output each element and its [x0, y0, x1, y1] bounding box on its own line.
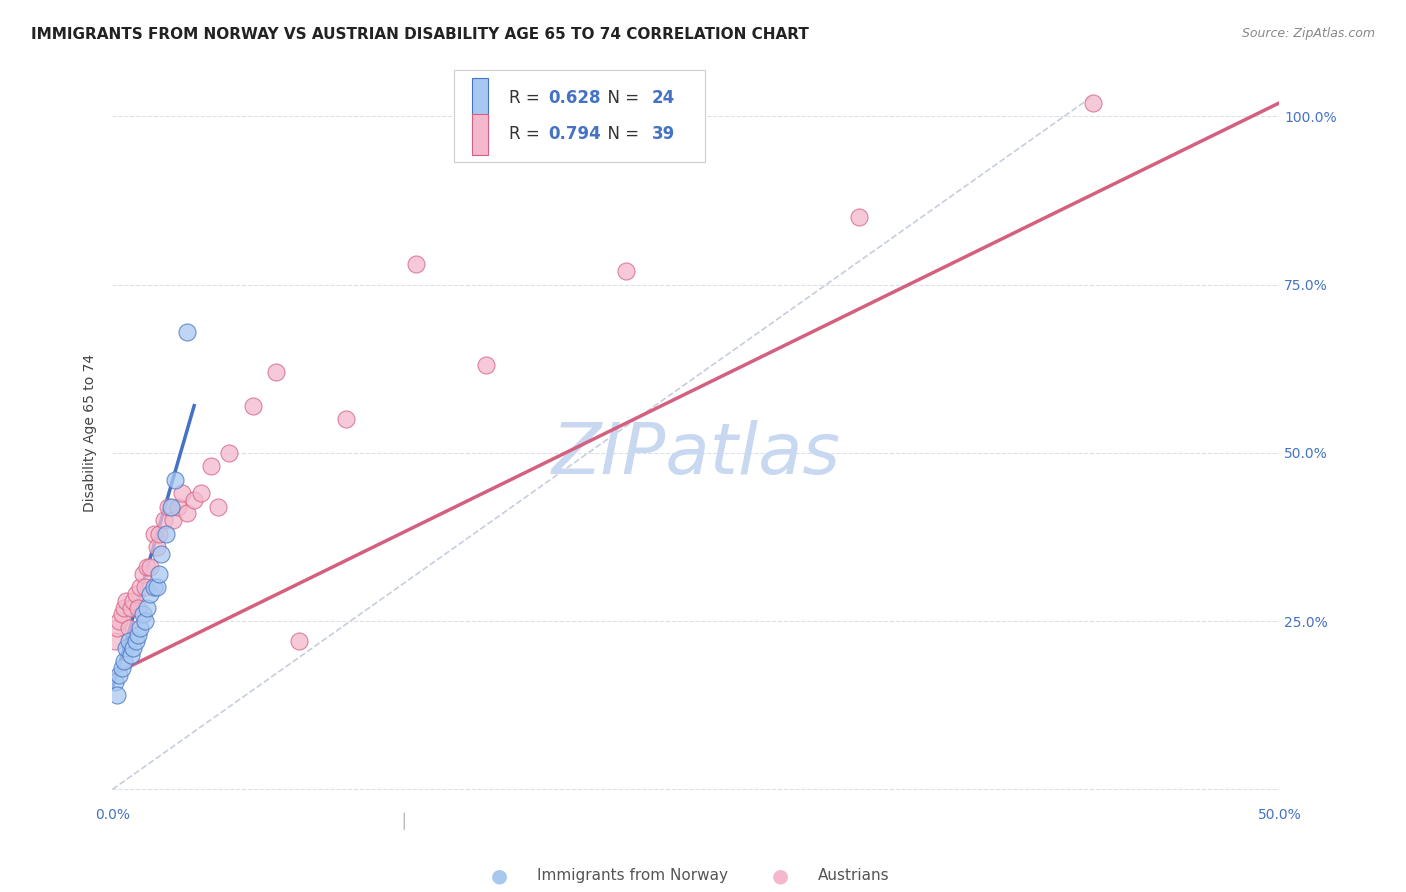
Point	[115, 640, 138, 655]
Point	[129, 621, 152, 635]
Point	[190, 486, 212, 500]
Point	[172, 486, 194, 500]
Point	[108, 614, 131, 628]
Text: Immigrants from Norway: Immigrants from Norway	[537, 869, 728, 883]
Point	[127, 600, 149, 615]
Point	[288, 634, 311, 648]
Text: R =: R =	[509, 89, 546, 107]
Point	[335, 412, 357, 426]
Point	[134, 614, 156, 628]
Text: N =: N =	[596, 125, 644, 144]
Point	[264, 365, 287, 379]
Point	[112, 655, 135, 669]
Point	[132, 607, 155, 622]
Point	[475, 359, 498, 373]
Y-axis label: Disability Age 65 to 74: Disability Age 65 to 74	[83, 353, 97, 512]
Point	[139, 587, 162, 601]
Point	[218, 446, 240, 460]
Text: 39: 39	[651, 125, 675, 144]
Text: 0.628: 0.628	[548, 89, 600, 107]
Point	[143, 581, 166, 595]
Point	[242, 399, 264, 413]
Point	[166, 500, 188, 514]
Point	[162, 513, 184, 527]
Point	[104, 674, 127, 689]
Text: ●: ●	[491, 866, 508, 886]
Text: N =: N =	[596, 89, 644, 107]
Point	[146, 581, 169, 595]
Point	[122, 640, 145, 655]
Point	[157, 500, 180, 514]
FancyBboxPatch shape	[454, 70, 706, 162]
Point	[155, 526, 177, 541]
Text: R =: R =	[509, 125, 546, 144]
Text: Austrians: Austrians	[818, 869, 890, 883]
Point	[136, 600, 159, 615]
Point	[120, 600, 142, 615]
Point	[118, 621, 141, 635]
Point	[129, 581, 152, 595]
Point	[118, 634, 141, 648]
Point	[122, 594, 145, 608]
Point	[160, 500, 183, 514]
Point	[104, 634, 127, 648]
Point	[183, 492, 205, 507]
Point	[148, 566, 170, 581]
Point	[115, 594, 138, 608]
Point	[112, 600, 135, 615]
Point	[176, 325, 198, 339]
Point	[105, 621, 128, 635]
Text: Source: ZipAtlas.com: Source: ZipAtlas.com	[1241, 27, 1375, 40]
Point	[153, 513, 176, 527]
Text: 24: 24	[651, 89, 675, 107]
Point	[120, 648, 142, 662]
Point	[176, 507, 198, 521]
Point	[108, 668, 131, 682]
Bar	[472, 114, 488, 154]
Point	[127, 627, 149, 641]
Point	[139, 560, 162, 574]
Point	[111, 607, 134, 622]
Bar	[472, 78, 488, 119]
Point	[111, 661, 134, 675]
Point	[132, 566, 155, 581]
Point	[207, 500, 229, 514]
Point	[125, 587, 148, 601]
Point	[614, 264, 637, 278]
Point	[405, 257, 427, 271]
Point	[1081, 95, 1104, 110]
Text: 0.794: 0.794	[548, 125, 600, 144]
Point	[125, 634, 148, 648]
Point	[134, 581, 156, 595]
Point	[150, 547, 173, 561]
Point	[105, 688, 128, 702]
Point	[200, 459, 222, 474]
Point	[148, 526, 170, 541]
Point	[143, 526, 166, 541]
Point	[136, 560, 159, 574]
Point	[165, 473, 187, 487]
Point	[848, 211, 870, 225]
Text: ZIPatlas: ZIPatlas	[551, 420, 841, 490]
Text: IMMIGRANTS FROM NORWAY VS AUSTRIAN DISABILITY AGE 65 TO 74 CORRELATION CHART: IMMIGRANTS FROM NORWAY VS AUSTRIAN DISAB…	[31, 27, 808, 42]
Point	[146, 540, 169, 554]
Text: ●: ●	[772, 866, 789, 886]
